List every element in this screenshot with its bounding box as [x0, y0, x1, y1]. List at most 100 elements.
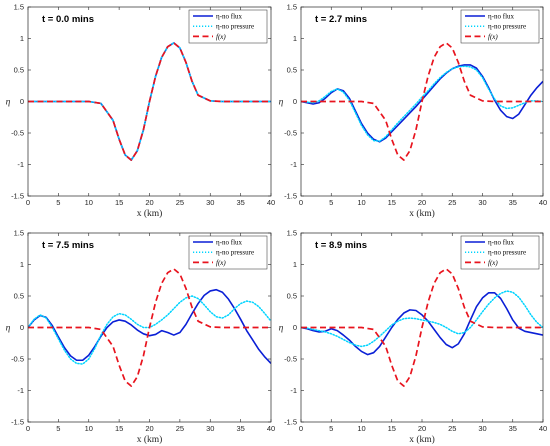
legend: η-no flux η-no pressure f(x): [188, 9, 268, 44]
series-line-3: [301, 268, 543, 387]
y-tick-label: -1.5: [284, 192, 297, 201]
x-tick-label: 25: [176, 424, 184, 433]
legend-label: η-no pressure: [488, 249, 526, 257]
y-tick-label: 1.5: [287, 3, 297, 12]
legend-label: η-no pressure: [488, 23, 526, 31]
subplot-2: 0 5 10 15 20 25 30 35 40 1.5 1 0.5 0 -0.5 -1 -1.5 t = 2.…: [279, 3, 548, 219]
legend-label: η-no flux: [488, 238, 515, 246]
subplot-title: t = 7.5 mins: [42, 240, 94, 251]
x-tick-label: 20: [145, 424, 153, 433]
y-axis-label: η: [279, 324, 284, 334]
legend: η-no flux η-no pressure f(x): [188, 235, 268, 270]
subplot-title: t = 8.9 mins: [315, 240, 367, 251]
x-tick-label: 30: [478, 424, 486, 433]
x-tick-label: 35: [236, 424, 244, 433]
y-tick-label: -0.5: [284, 355, 297, 364]
series-line-1: [28, 288, 271, 364]
subplot-title: t = 0.0 mins: [42, 14, 94, 25]
x-tick-label: 5: [329, 198, 333, 207]
x-axis-label: x (km): [409, 208, 435, 219]
legend-label: f(x): [488, 259, 498, 267]
axes-frame: [27, 6, 272, 197]
axes-frame: [300, 232, 544, 423]
y-axis-label: η: [279, 98, 284, 108]
y-tick-label: 0: [20, 323, 24, 332]
series-line-2: [301, 65, 543, 142]
legend-label: η-no pressure: [216, 23, 254, 31]
y-tick-label: 1.5: [14, 229, 24, 238]
x-tick-label: 0: [26, 198, 30, 207]
y-tick-label: 0: [293, 323, 297, 332]
x-tick-label: 5: [56, 198, 60, 207]
y-tick-label: 1: [293, 260, 297, 269]
x-tick-label: 0: [26, 424, 30, 433]
y-tick-label: -1: [290, 386, 297, 395]
subplot-1: 0 5 10 15 20 25 30 35 40 1.5 1 0.5 0 -0.5 -1 -1.5 t = 0.…: [6, 3, 276, 219]
x-tick-label: 5: [56, 424, 60, 433]
axes-frame: [300, 6, 544, 197]
x-axis-label: x (km): [409, 434, 435, 445]
x-tick-label: 30: [206, 198, 214, 207]
y-axis-label: η: [6, 324, 11, 334]
y-tick-label: 1.5: [287, 229, 297, 238]
y-tick-label: 1: [20, 260, 24, 269]
x-tick-label: 10: [357, 424, 365, 433]
x-tick-label: 0: [299, 198, 303, 207]
x-tick-label: 0: [299, 424, 303, 433]
x-tick-label: 10: [85, 424, 93, 433]
subplot-title: t = 2.7 mins: [315, 14, 367, 25]
x-tick-label: 25: [448, 424, 456, 433]
x-tick-label: 15: [115, 424, 123, 433]
y-tick-label: 0.5: [14, 292, 24, 301]
y-tick-label: 0: [293, 97, 297, 106]
y-tick-label: -0.5: [11, 355, 24, 364]
series-line-3: [301, 42, 543, 161]
legend-label: η-no flux: [216, 12, 243, 20]
x-tick-label: 20: [418, 198, 426, 207]
y-tick-label: 1: [293, 34, 297, 43]
y-tick-label: -1: [17, 386, 24, 395]
y-tick-label: 0: [20, 97, 24, 106]
subplot-3: 0 5 10 15 20 25 30 35 40 1.5 1 0.5 0 -0.5 -1 -1.5 t = 7.…: [6, 229, 276, 445]
legend-label: f(x): [216, 259, 226, 267]
y-tick-label: 0.5: [287, 66, 297, 75]
series-line-3: [28, 268, 271, 387]
x-tick-label: 25: [448, 198, 456, 207]
series-line-3: [28, 42, 271, 161]
y-tick-label: 1.5: [14, 3, 24, 12]
x-axis-label: x (km): [137, 434, 163, 445]
x-tick-label: 25: [176, 198, 184, 207]
y-tick-label: -1.5: [11, 418, 24, 427]
legend-label: f(x): [216, 33, 226, 41]
subplot-4: 0 5 10 15 20 25 30 35 40 1.5 1 0.5 0 -0.5 -1 -1.5 t = 8.…: [279, 229, 548, 445]
x-tick-label: 10: [85, 198, 93, 207]
x-tick-label: 40: [539, 198, 547, 207]
legend-label: η-no flux: [216, 238, 243, 246]
y-tick-label: -1.5: [284, 418, 297, 427]
x-tick-label: 40: [539, 424, 547, 433]
x-tick-label: 40: [267, 424, 275, 433]
legend-label: f(x): [488, 33, 498, 41]
x-tick-label: 15: [388, 424, 396, 433]
x-tick-label: 40: [267, 198, 275, 207]
y-tick-label: 1: [20, 34, 24, 43]
x-tick-label: 30: [478, 198, 486, 207]
x-tick-label: 15: [388, 198, 396, 207]
y-tick-label: -1: [17, 160, 24, 169]
axes-frame: [27, 232, 272, 423]
x-tick-label: 10: [357, 198, 365, 207]
x-tick-label: 35: [509, 424, 517, 433]
legend: η-no flux η-no pressure f(x): [460, 9, 540, 44]
x-tick-label: 5: [329, 424, 333, 433]
legend-label: η-no flux: [488, 12, 515, 20]
y-tick-label: 0.5: [287, 292, 297, 301]
y-tick-label: 0.5: [14, 66, 24, 75]
x-tick-label: 20: [418, 424, 426, 433]
x-tick-label: 30: [206, 424, 214, 433]
y-tick-label: -1: [290, 160, 297, 169]
y-axis-label: η: [6, 98, 11, 108]
x-axis-label: x (km): [137, 208, 163, 219]
y-tick-label: -0.5: [284, 129, 297, 138]
series-line-2: [301, 290, 543, 348]
